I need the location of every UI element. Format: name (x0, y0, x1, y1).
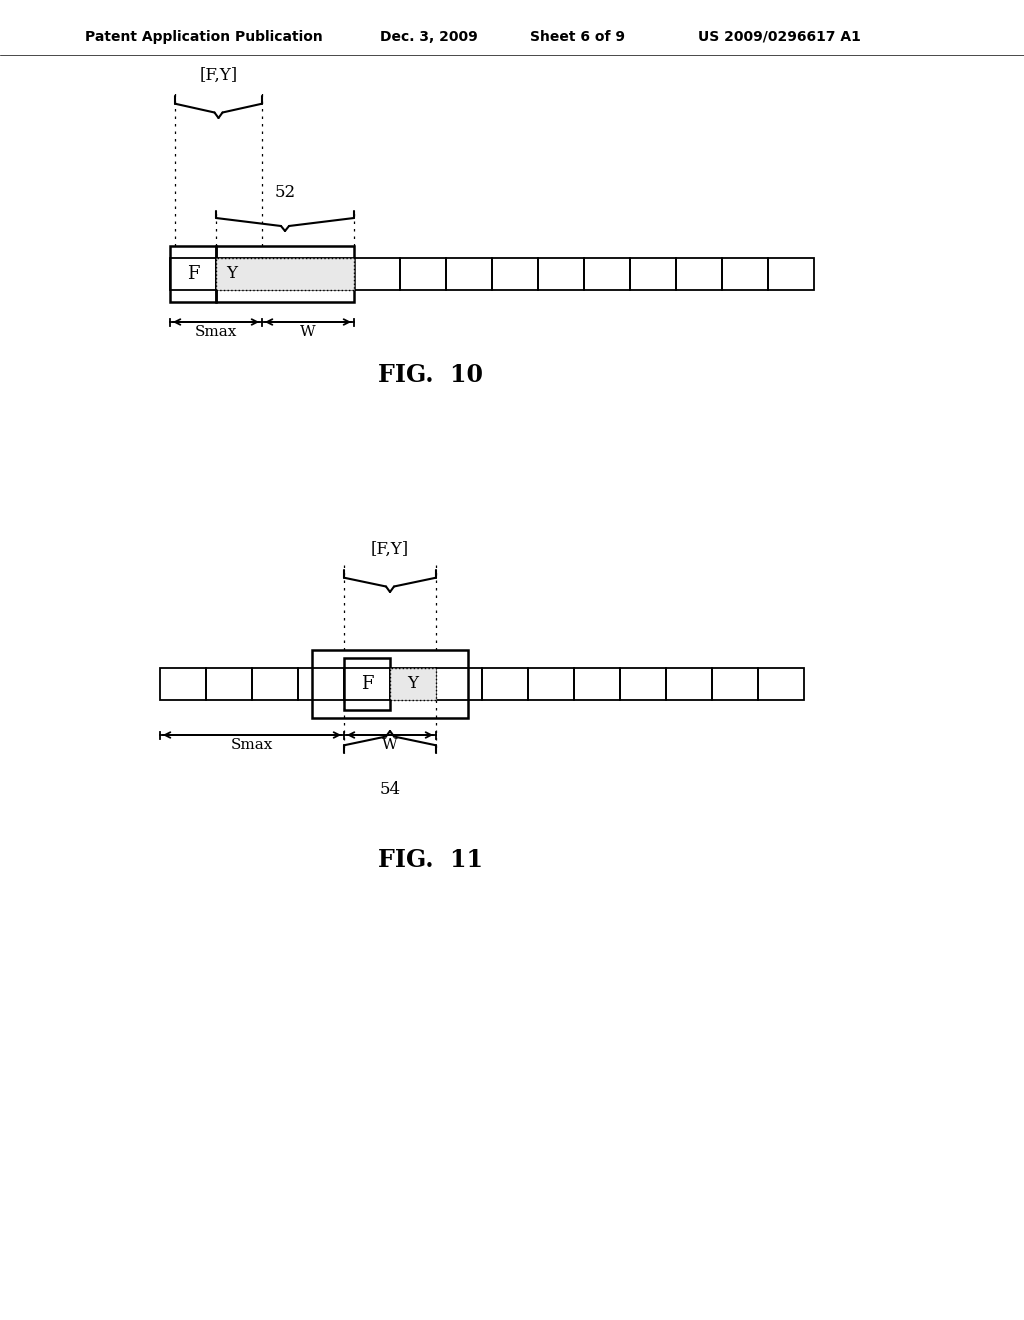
Bar (630, 257, 676, 290)
Text: F: F (360, 675, 374, 693)
Bar (308, 257, 354, 290)
Text: FIG.  10: FIG. 10 (378, 363, 482, 387)
Bar (758, 668, 804, 700)
Text: Y: Y (226, 265, 237, 282)
Bar (206, 668, 252, 700)
Bar (768, 257, 814, 290)
Bar (666, 668, 712, 700)
Text: 52: 52 (274, 183, 296, 201)
Bar (436, 668, 482, 700)
Bar (620, 668, 666, 700)
Bar (400, 257, 446, 290)
Bar (538, 257, 584, 290)
Bar (311, 649, 468, 718)
Text: FIG.  11: FIG. 11 (378, 847, 482, 873)
Bar (252, 668, 298, 700)
Text: Dec. 3, 2009: Dec. 3, 2009 (380, 30, 478, 44)
Bar (492, 257, 538, 290)
Bar (344, 657, 390, 710)
Text: [F,Y]: [F,Y] (371, 541, 409, 558)
Bar (482, 668, 528, 700)
Text: W: W (382, 738, 397, 752)
Bar (574, 668, 620, 700)
Bar (160, 668, 206, 700)
Bar (390, 668, 436, 700)
Text: US 2009/0296617 A1: US 2009/0296617 A1 (698, 30, 861, 44)
Text: 54: 54 (380, 781, 400, 799)
Bar (216, 257, 354, 290)
Bar (584, 257, 630, 290)
Text: Sheet 6 of 9: Sheet 6 of 9 (530, 30, 625, 44)
Text: Smax: Smax (195, 325, 238, 339)
Text: [F,Y]: [F,Y] (200, 67, 238, 84)
Text: W: W (300, 325, 315, 339)
Text: Smax: Smax (230, 738, 273, 752)
Bar (216, 257, 262, 290)
Bar (262, 257, 308, 290)
Bar (344, 668, 390, 700)
Bar (528, 668, 574, 700)
Text: Y: Y (408, 676, 419, 693)
Bar (354, 257, 400, 290)
Bar (712, 668, 758, 700)
Bar (722, 257, 768, 290)
Text: Patent Application Publication: Patent Application Publication (85, 30, 323, 44)
Bar (170, 257, 216, 290)
Bar (446, 257, 492, 290)
Text: F: F (186, 265, 200, 282)
Bar (216, 246, 354, 302)
Bar (298, 668, 344, 700)
Bar (390, 668, 436, 700)
Bar (170, 246, 216, 302)
Bar (676, 257, 722, 290)
